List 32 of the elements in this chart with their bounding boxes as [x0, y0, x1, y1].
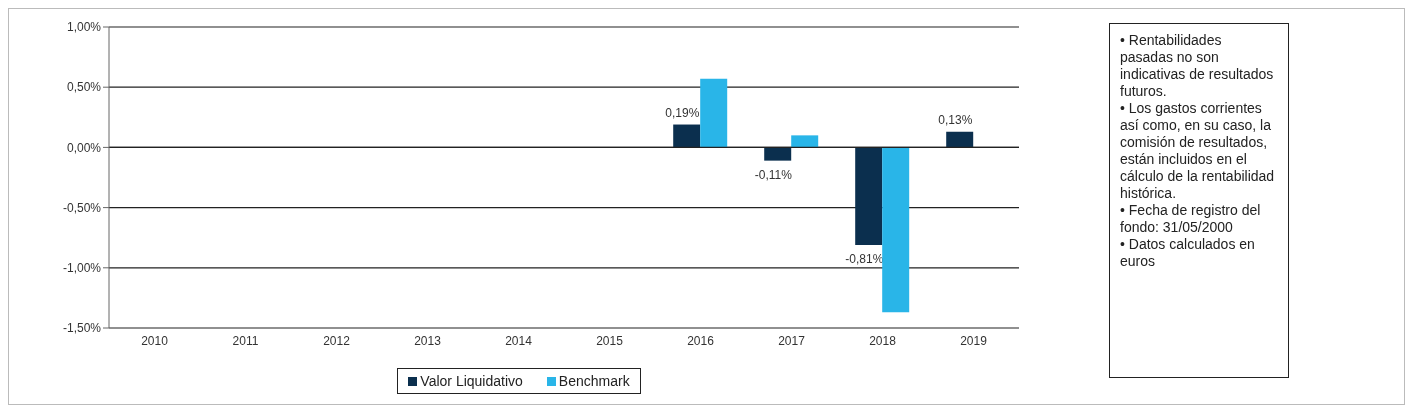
- y-tick-label: -0,50%: [62, 200, 102, 215]
- x-tick-label: 2016: [687, 333, 715, 348]
- y-tick-label: 1,00%: [66, 20, 102, 35]
- data-label: -0,11%: [754, 167, 793, 182]
- text: • Datos calculados en euros: [1120, 236, 1256, 270]
- bar: [946, 131, 974, 148]
- data-label: 0,19%: [665, 105, 700, 120]
- x-tick-label: 2015: [596, 333, 624, 348]
- text: • Fecha de registro del fondo: 31/05/2000: [1120, 202, 1262, 236]
- x-tick-label: 2017: [778, 333, 806, 348]
- legend-label: Valor Liquidativo: [419, 373, 523, 389]
- y-tick-label: 0,50%: [66, 80, 102, 95]
- x-tick-label: 2012: [323, 333, 351, 348]
- x-tick-label: 2011: [232, 333, 259, 348]
- bar: [791, 135, 819, 148]
- bar: [855, 147, 883, 245]
- x-tick-label: 2018: [869, 333, 897, 348]
- x-tick-label: 2010: [141, 333, 169, 348]
- legend-label: Benchmark: [557, 373, 630, 389]
- x-tick-label: 2019: [960, 333, 988, 348]
- x-tick-label: 2013: [414, 333, 442, 348]
- data-label: 0,13%: [938, 112, 973, 127]
- bar: [700, 78, 728, 148]
- text: • Los gastos corrientes así como, en su caso, la comisión de resultados, están incluidos en el cálculo de la rentabilidad histórica.: [1120, 100, 1276, 202]
- y-tick-label: 0,00%: [66, 140, 102, 155]
- bar: [764, 147, 792, 161]
- x-tick-label: 2014: [505, 333, 533, 348]
- bar: [882, 147, 910, 313]
- text: • Rentabilidades pasadas no son indicativas de resultados futuros.: [1120, 32, 1275, 100]
- bar: [673, 124, 701, 148]
- y-tick-label: -1,50%: [62, 321, 102, 336]
- y-tick-label: -1,00%: [62, 261, 102, 276]
